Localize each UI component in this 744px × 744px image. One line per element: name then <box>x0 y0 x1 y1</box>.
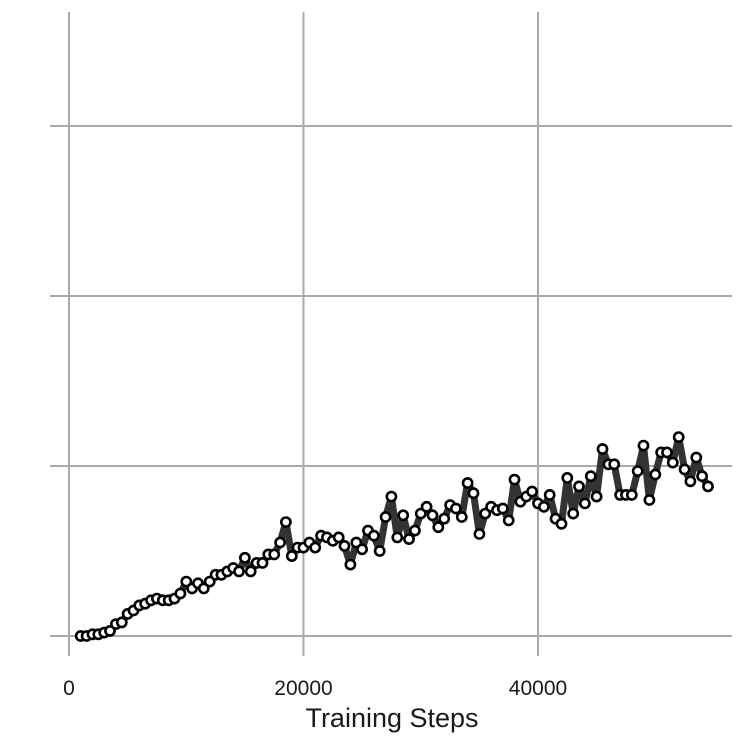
data-point <box>268 548 281 561</box>
data-point <box>373 545 386 557</box>
data-point <box>608 458 621 471</box>
axis-ticks: 0 20000 40000 <box>50 125 567 700</box>
data-point <box>467 487 480 500</box>
data-point <box>174 587 187 600</box>
data-point <box>637 439 650 452</box>
data-point <box>438 512 451 525</box>
data-point <box>508 473 521 486</box>
data-point <box>502 514 515 527</box>
data-point <box>238 551 251 564</box>
data-point <box>702 480 714 493</box>
data-point <box>555 517 568 530</box>
data-point <box>432 521 445 534</box>
data-point <box>590 490 603 503</box>
data-point <box>420 500 433 513</box>
x-tick-label: 40000 <box>509 677 567 700</box>
data-point <box>666 456 679 469</box>
data-point <box>344 558 357 571</box>
x-axis-title: Training Steps <box>305 703 478 733</box>
data-point <box>496 502 509 515</box>
data-point <box>356 543 368 556</box>
data-point <box>309 541 322 554</box>
data-point <box>567 507 580 520</box>
data-point <box>526 485 538 498</box>
data-point <box>285 550 298 562</box>
data-point <box>449 502 462 515</box>
data-point <box>625 488 638 501</box>
data-point <box>538 500 550 513</box>
data-point <box>367 529 380 542</box>
data-point <box>573 480 585 493</box>
x-tick-label: 0 <box>63 677 75 700</box>
data-point <box>391 531 404 544</box>
data-point <box>473 528 486 540</box>
data-point <box>684 475 697 488</box>
data-point <box>579 497 591 510</box>
x-tick-label: 20000 <box>274 677 332 700</box>
data-point <box>244 565 257 578</box>
data-point <box>338 540 351 552</box>
data-point <box>543 488 556 501</box>
data-point <box>233 565 245 578</box>
data-point <box>279 516 292 528</box>
data-point <box>385 490 398 503</box>
data-point <box>455 511 468 523</box>
data-point <box>256 557 269 569</box>
data-point <box>461 477 474 489</box>
data-point <box>678 463 691 476</box>
data-point <box>661 446 673 459</box>
data-point <box>332 531 345 544</box>
data-point <box>672 431 685 443</box>
data-point <box>426 509 439 522</box>
data-point <box>379 511 392 523</box>
data-point <box>274 536 286 549</box>
data-point <box>649 468 662 481</box>
data-point <box>596 443 609 455</box>
data-point <box>631 465 644 477</box>
data-point <box>115 616 128 629</box>
data-point <box>643 494 656 506</box>
data-point <box>696 470 708 483</box>
data-points <box>74 431 714 642</box>
grid <box>68 12 732 656</box>
data-point <box>561 471 574 484</box>
data-point <box>403 533 415 545</box>
data-point <box>584 470 597 483</box>
data-point <box>408 524 421 537</box>
data-point <box>690 451 703 464</box>
data-point <box>397 509 410 522</box>
